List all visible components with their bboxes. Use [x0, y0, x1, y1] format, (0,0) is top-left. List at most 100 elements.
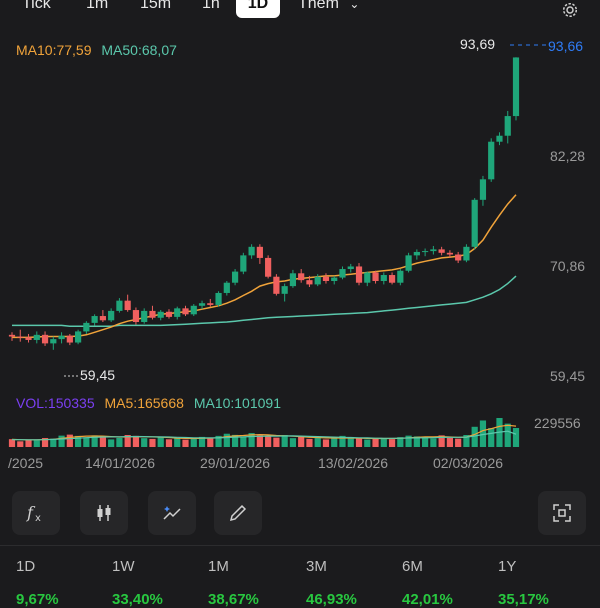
candle-body [8, 334, 16, 337]
period-1w[interactable]: 1W [112, 558, 135, 575]
volume-bar [455, 438, 462, 447]
volume-bar [306, 438, 313, 447]
candle-body [215, 292, 222, 305]
candle-body [149, 310, 156, 318]
price-chart[interactable] [0, 30, 600, 450]
volume-bar [207, 438, 214, 447]
fullscreen-button[interactable] [538, 491, 586, 535]
volume-bar [66, 434, 73, 447]
chart-type-button[interactable] [80, 491, 128, 535]
candle-body [165, 311, 173, 317]
candle-body [66, 335, 73, 343]
volume-bar [446, 437, 453, 447]
pencil-icon [229, 504, 247, 522]
candle-body [471, 199, 478, 247]
volume-bar [75, 435, 82, 447]
volume-bar [198, 436, 206, 447]
more-timeframes-button[interactable]: Thêm ⌄ [298, 0, 359, 18]
volume-bar [83, 437, 90, 447]
timeframe-1m[interactable]: 1m [86, 0, 109, 12]
candle-body [496, 135, 503, 142]
volume-bar [190, 437, 197, 447]
volume-bar [58, 435, 65, 447]
volume-axis-label: 229556 [534, 415, 581, 431]
candle-body [339, 269, 346, 278]
date-label: 29/01/2026 [200, 455, 271, 471]
candle-body [116, 300, 123, 311]
volume-bar [17, 441, 24, 447]
candle-body [207, 303, 214, 305]
candle-body [372, 272, 379, 281]
screenshot-icon [553, 504, 571, 522]
volume-bar [463, 434, 470, 447]
timeframe-1d[interactable]: 1D [236, 0, 280, 18]
volume-bar [215, 435, 222, 447]
period-6m[interactable]: 6M [402, 558, 423, 575]
draw-button[interactable] [214, 491, 262, 535]
timeframe-15m[interactable]: 15m [140, 0, 172, 12]
period-1d[interactable]: 1D [16, 558, 36, 575]
vma5-legend: MA5:165668 [104, 395, 184, 411]
candle-body [108, 310, 115, 321]
candle-body [281, 286, 288, 294]
candle-body [231, 271, 239, 283]
volume-bar [413, 436, 420, 447]
candle-body [157, 311, 164, 318]
timeframe-tick[interactable]: Tick [22, 0, 51, 12]
candle-body [256, 246, 263, 258]
volume-bar [388, 439, 396, 447]
ma10-legend: MA10:77,59 [16, 42, 92, 58]
candle-body [17, 336, 24, 338]
date-label: 13/02/2026 [318, 455, 389, 471]
volume-bar [471, 426, 478, 447]
volume-bar [33, 440, 40, 447]
candle-body [273, 276, 280, 294]
candle-body [289, 273, 297, 287]
candle-body [132, 310, 140, 323]
candle-body [504, 116, 511, 136]
ma50-line [12, 275, 517, 328]
candle-body [91, 316, 98, 323]
candle-body [463, 246, 470, 261]
candle-body [322, 276, 330, 281]
volume-bar [364, 439, 371, 447]
fx-icon: f x [26, 503, 41, 524]
gear-icon[interactable] [562, 2, 578, 18]
candle-body [413, 251, 420, 256]
volume-bar [314, 438, 321, 447]
timeframe-1h[interactable]: 1h [202, 0, 220, 12]
volume-bar [504, 423, 511, 447]
volume-bar [331, 437, 338, 447]
period-1y[interactable]: 1Y [498, 558, 517, 575]
candle-body [25, 337, 32, 340]
candle-icon [97, 505, 111, 521]
vma10-legend: MA10:101091 [193, 395, 281, 411]
volume-bar [223, 433, 230, 447]
candle-body [364, 272, 371, 283]
price-axis-label: 82,28 [550, 148, 586, 164]
volume-bar [479, 420, 487, 447]
chevron-down-icon: ⌄ [349, 0, 360, 11]
volume-bar [240, 436, 247, 447]
volume-bar [116, 437, 123, 447]
volume-bar [132, 435, 140, 447]
ai-analysis-button[interactable] [148, 491, 196, 535]
candle-body [355, 266, 363, 283]
candle-body [240, 255, 247, 272]
volume-bar [25, 439, 32, 447]
volume-bar [438, 435, 445, 447]
candle-body [198, 303, 206, 306]
volume-bar [8, 439, 16, 447]
candle-body [182, 308, 189, 315]
ma50-legend: MA50:68,07 [101, 42, 177, 58]
period-3m[interactable]: 3M [306, 558, 327, 575]
period-1m[interactable]: 1M [208, 558, 229, 575]
indicator-button[interactable]: f x [12, 491, 60, 535]
candle-body [298, 273, 305, 281]
candle-body [50, 339, 57, 344]
price-axis-label: 70,86 [550, 258, 586, 274]
price-legend: MA10:77,59 MA50:68,07 [16, 42, 177, 58]
candle-body [331, 277, 338, 281]
price-axis-label: 59,45 [550, 368, 586, 384]
volume-bar [149, 438, 156, 447]
